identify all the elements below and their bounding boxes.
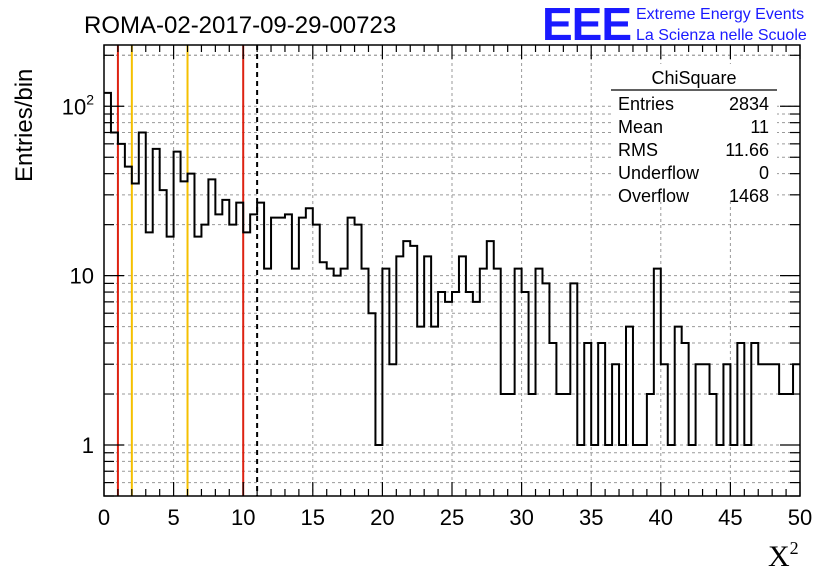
stats-row-label: Underflow xyxy=(618,163,700,183)
x-tick-label: 5 xyxy=(167,505,179,530)
stats-row-value: 1468 xyxy=(729,186,769,206)
y-axis-label: Entries/bin xyxy=(11,69,38,182)
logo-line2: La Scienza nelle Scuole xyxy=(636,27,807,44)
x-tick-label: 25 xyxy=(440,505,464,530)
stats-rows: Entries 2834 Mean 11 RMS 11.66 Underflow 0 Overf… xyxy=(618,94,769,206)
x-axis-label: X2 xyxy=(768,538,799,572)
x-tick-label: 10 xyxy=(231,505,255,530)
stats-row-label: Overflow xyxy=(618,186,690,206)
stats-row-value: 2834 xyxy=(729,94,769,114)
stats-row-value: 11.66 xyxy=(725,140,769,160)
x-tick-label: 40 xyxy=(649,505,673,530)
stats-row-label: Entries xyxy=(618,94,674,114)
x-tick-label: 15 xyxy=(301,505,325,530)
histogram xyxy=(104,91,800,447)
reference-lines xyxy=(116,45,259,496)
eee-logo: EEE Extreme Energy Events La Scienza nel… xyxy=(542,0,807,50)
x-axis-label-superscript: 2 xyxy=(790,538,799,558)
chart-title: ROMA-02-2017-09-29-00723 xyxy=(84,12,396,39)
x-axis-ticks: 0 5 10 15 20 25 30 35 40 45 50 xyxy=(98,45,812,530)
stats-row-value: 11 xyxy=(750,117,769,137)
y-tick-label: 10 xyxy=(70,264,94,289)
y-tick-label: 1 xyxy=(82,433,94,458)
stats-title: ChiSquare xyxy=(651,68,736,88)
y-tick-label: 102 xyxy=(62,91,94,119)
stats-box: ChiSquare Entries 2834 Mean 11 RMS 11.66 Under… xyxy=(611,64,777,206)
logo-mark: EEE xyxy=(542,0,631,50)
logo-line1: Extreme Energy Events xyxy=(636,6,804,23)
stats-row-label: Mean xyxy=(618,117,663,137)
x-tick-label: 20 xyxy=(370,505,394,530)
x-tick-label: 50 xyxy=(788,505,812,530)
stats-row-value: 0 xyxy=(759,163,769,183)
stats-row-label: RMS xyxy=(618,140,658,160)
x-tick-label: 35 xyxy=(579,505,603,530)
x-tick-label: 30 xyxy=(509,505,533,530)
x-tick-label: 0 xyxy=(98,505,110,530)
x-tick-label: 45 xyxy=(718,505,742,530)
histogram-step-line xyxy=(104,91,800,447)
